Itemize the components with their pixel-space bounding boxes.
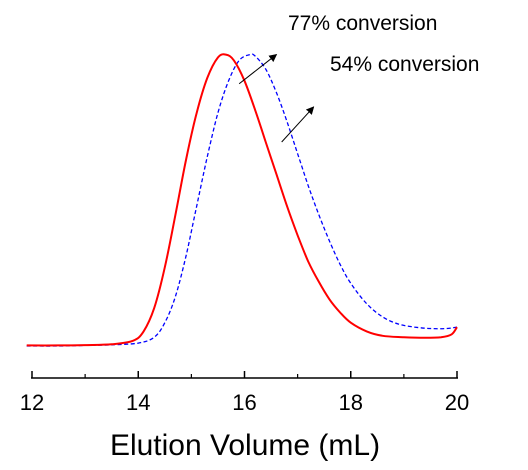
series-line-dashed	[26, 53, 458, 347]
annotation-label-1: 77% conversion	[288, 12, 437, 35]
series-layer	[26, 53, 458, 347]
series-line-solid	[26, 53, 458, 347]
x-tick-label-20: 20	[445, 390, 469, 415]
x-tick-label-18: 18	[339, 390, 363, 415]
annotation-label-2: 54% conversion	[330, 53, 479, 76]
x-tick-label-16: 16	[232, 390, 256, 415]
x-tick-label-12: 12	[20, 390, 44, 415]
x-axis-ticks: 12 14 16 18 20	[20, 371, 469, 415]
annotations: 77% conversion 54% conversion	[238, 12, 479, 143]
x-axis-title: Elution Volume (mL)	[110, 429, 380, 462]
x-tick-label-14: 14	[126, 390, 150, 415]
annotation-arrow-1	[238, 53, 278, 85]
annotation-arrow-2	[281, 106, 315, 143]
